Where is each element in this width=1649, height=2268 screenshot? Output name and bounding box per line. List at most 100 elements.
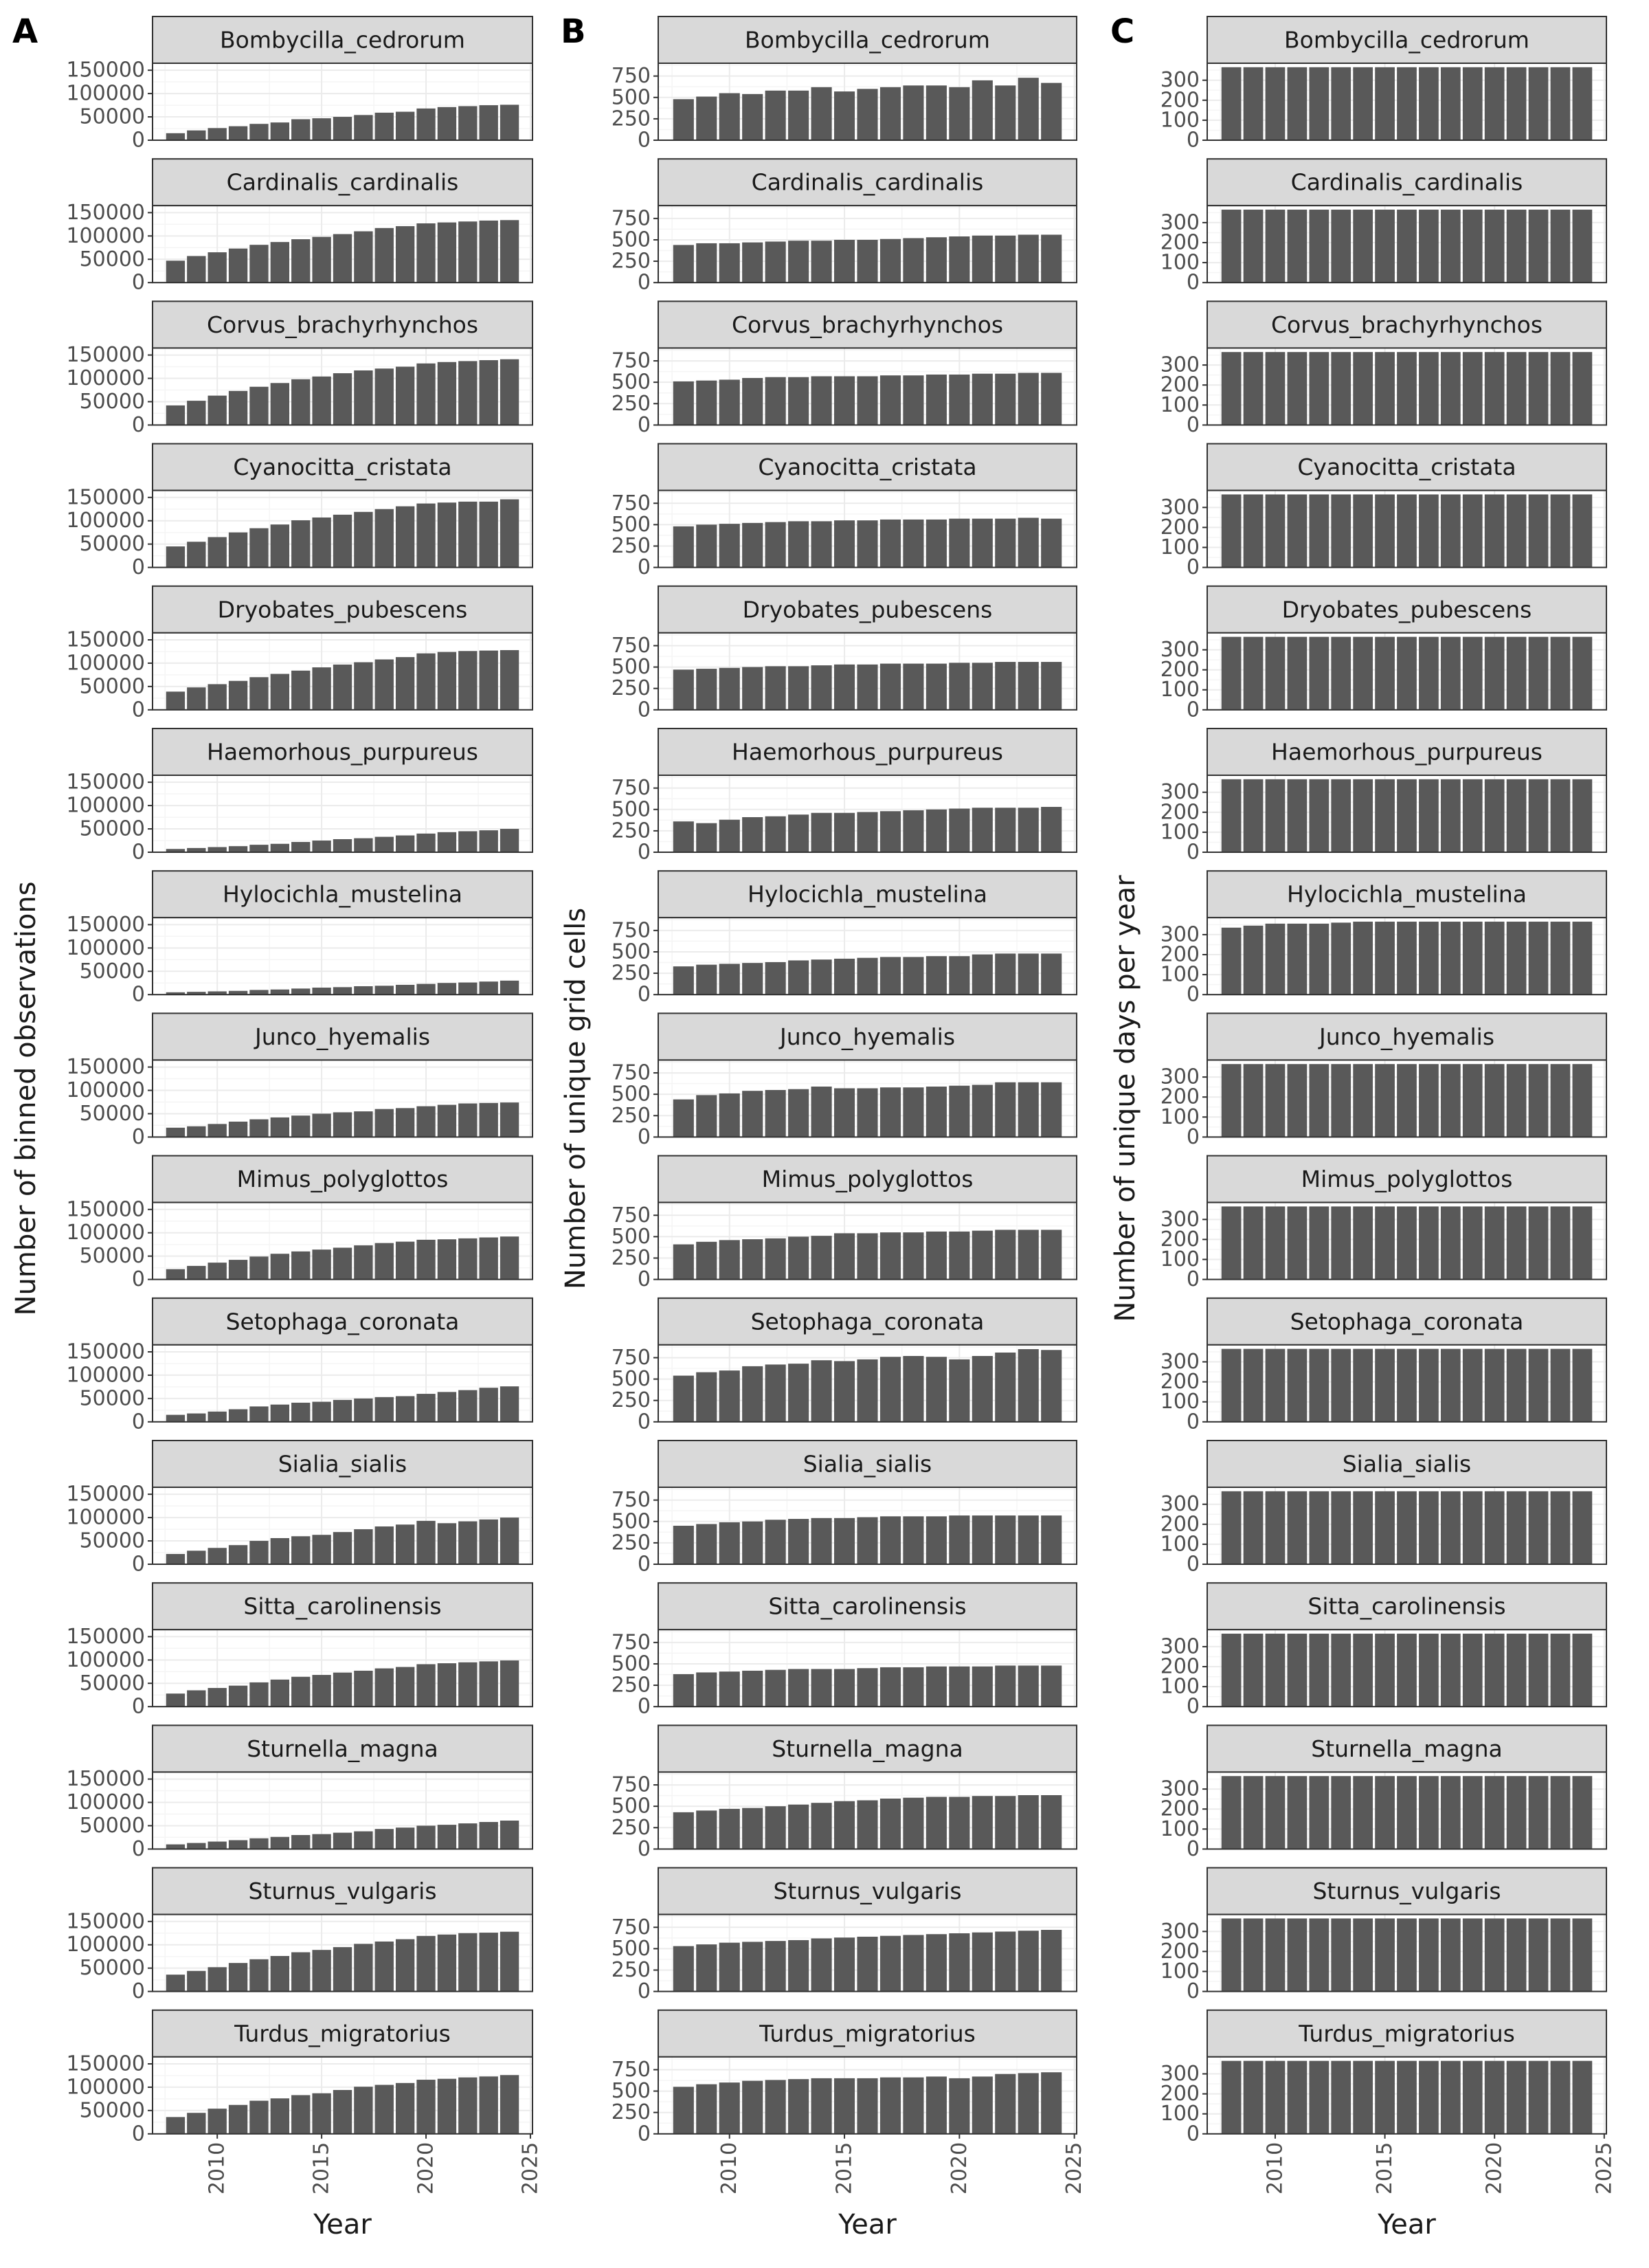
- bar-2013: [1331, 1776, 1351, 1849]
- bar-2012: [765, 522, 786, 568]
- facet-strip-label: Haemorhous_purpureus: [732, 739, 1003, 766]
- bar-2012: [765, 1806, 786, 1849]
- bar-2020: [949, 1359, 970, 1422]
- bar-2009: [187, 401, 206, 425]
- bar-2013: [270, 383, 290, 425]
- bar-2020: [949, 518, 970, 568]
- bar-2022: [1528, 1348, 1549, 1422]
- bar-2013: [270, 1404, 290, 1422]
- y-tick-label: 100000: [66, 82, 145, 106]
- y-tick-label: 250: [612, 249, 651, 274]
- bar-2019: [395, 226, 415, 283]
- bar-2023: [1550, 494, 1571, 568]
- bar-2014: [1353, 352, 1373, 425]
- bar-2023: [479, 1388, 498, 1422]
- bar-2018: [903, 1516, 924, 1564]
- bar-2019: [926, 85, 947, 140]
- panel-border: [152, 489, 533, 568]
- bar-2017: [879, 1357, 901, 1422]
- y-tick-label: 750: [612, 2058, 651, 2082]
- bar-2022: [995, 1665, 1016, 1707]
- bar-2017: [879, 519, 901, 568]
- facet-strip-label: Sturnus_vulgaris: [773, 1878, 961, 1904]
- y-tick-label: 200: [1160, 1655, 1200, 1679]
- bar-2009: [696, 2084, 717, 2134]
- y-tick-label: 50000: [80, 1671, 145, 1696]
- bar-2024: [1572, 1348, 1593, 1422]
- bar-2022: [995, 808, 1016, 852]
- bar-2017: [354, 115, 373, 140]
- y-tick-label: 750: [612, 1773, 651, 1797]
- y-tick-label: 150000: [66, 913, 145, 937]
- panel-border: [658, 347, 1077, 426]
- bar-2017: [879, 811, 901, 852]
- y-tick-label: 750: [612, 776, 651, 800]
- bar-2009: [1243, 2060, 1264, 2134]
- y-tick-label: 250: [612, 1674, 651, 1698]
- bar-2010: [207, 395, 227, 425]
- bar-2008: [1221, 1634, 1242, 1707]
- bar-2020: [416, 1935, 436, 1992]
- bar-2018: [903, 375, 924, 425]
- facet-strip: [152, 1724, 533, 1773]
- bar-2014: [1353, 67, 1373, 140]
- bar-2008: [1221, 636, 1242, 710]
- y-tick-label: 300: [1160, 1065, 1200, 1089]
- bar-2018: [1440, 1634, 1461, 1707]
- panel-border: [1207, 632, 1607, 711]
- panel-border: [658, 632, 1077, 711]
- y-tick-label: 750: [612, 634, 651, 658]
- bar-2014: [291, 1536, 311, 1564]
- bar-2008: [673, 1375, 694, 1422]
- facet-strip: [152, 1582, 533, 1631]
- bar-2022: [458, 831, 478, 852]
- panel-border: [1207, 489, 1607, 568]
- bar-2009: [187, 1413, 206, 1422]
- facet-strip: [658, 1297, 1077, 1346]
- bar-2024: [1572, 67, 1593, 140]
- bar-2008: [166, 133, 186, 140]
- bar-2010: [207, 847, 227, 852]
- bar-2011: [742, 963, 763, 995]
- bar-2015: [1375, 1064, 1395, 1137]
- bar-2021: [972, 663, 993, 710]
- y-tick-label: 500: [612, 1794, 651, 1819]
- y-tick-label: 750: [612, 1488, 651, 1512]
- y-tick-label: 100: [1160, 251, 1200, 275]
- bar-2014: [811, 1803, 832, 1849]
- bar-2015: [1375, 67, 1395, 140]
- bar-2014: [1353, 1064, 1373, 1137]
- bar-2014: [1353, 1776, 1373, 1849]
- bar-2013: [1331, 67, 1351, 140]
- y-tick-label: 150000: [66, 485, 145, 509]
- bar-2011: [1287, 1064, 1308, 1137]
- x-tick-label: 2025: [1062, 2142, 1086, 2194]
- bar-2018: [1440, 1348, 1461, 1422]
- bar-2019: [1462, 922, 1483, 995]
- bar-2017: [879, 1667, 901, 1707]
- bar-2018: [1440, 779, 1461, 852]
- bar-2014: [291, 842, 311, 852]
- bar-2016: [333, 1112, 352, 1137]
- bar-2018: [1440, 1064, 1461, 1137]
- y-tick-label: 150000: [66, 1055, 145, 1079]
- bar-2011: [228, 990, 248, 995]
- bar-2010: [719, 379, 740, 425]
- bar-2015: [312, 667, 331, 710]
- bar-2010: [719, 964, 740, 995]
- bar-2019: [926, 519, 947, 568]
- bar-2009: [187, 847, 206, 852]
- panel-border: [658, 205, 1077, 284]
- x-tick-label: 2025: [518, 2142, 542, 2194]
- bar-2016: [333, 1532, 352, 1564]
- bar-2017: [354, 1529, 373, 1564]
- facet-strip-label: Corvus_brachyrhynchos: [1271, 311, 1543, 338]
- panel-border: [658, 1629, 1077, 1708]
- panel-border: [658, 1913, 1077, 1992]
- panel-border: [152, 2056, 533, 2135]
- bar-2017: [879, 663, 901, 710]
- bar-2012: [249, 990, 269, 995]
- bar-2009: [696, 524, 717, 568]
- bar-2015: [312, 236, 331, 283]
